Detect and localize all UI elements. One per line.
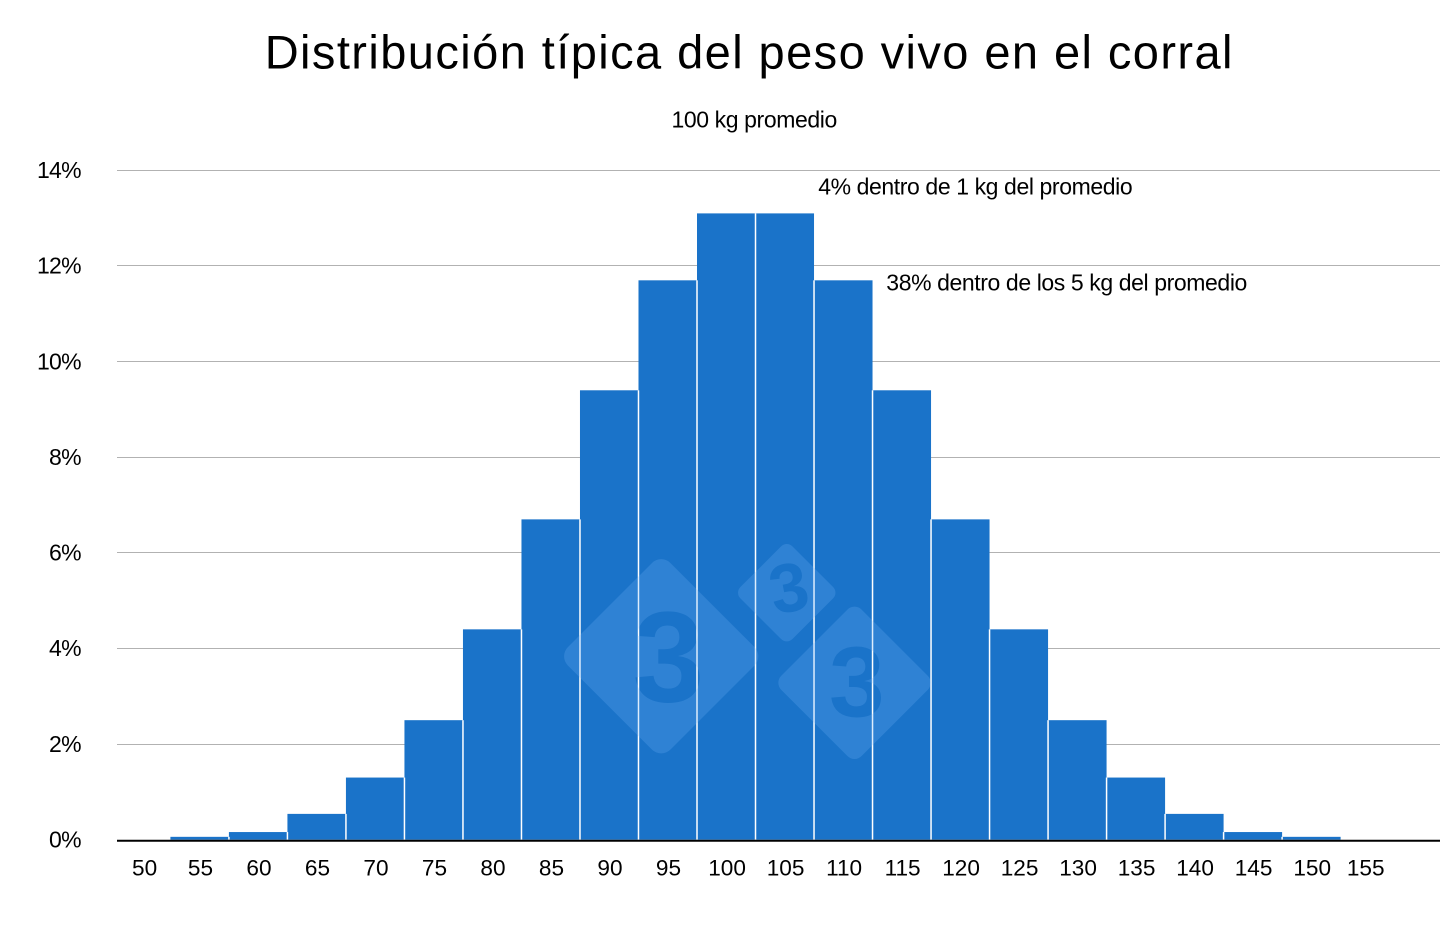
svg-text:55: 55 <box>188 856 213 881</box>
svg-text:110: 110 <box>826 856 862 881</box>
svg-text:50: 50 <box>132 856 157 881</box>
svg-text:10%: 10% <box>37 348 81 374</box>
svg-text:4% dentro de 1 kg del promedio: 4% dentro de 1 kg del promedio <box>818 174 1132 200</box>
svg-text:70: 70 <box>363 856 388 881</box>
svg-text:100: 100 <box>708 856 746 881</box>
svg-text:155: 155 <box>1347 856 1385 881</box>
svg-text:85: 85 <box>539 856 564 881</box>
svg-text:150: 150 <box>1293 856 1331 881</box>
svg-text:145: 145 <box>1235 856 1273 881</box>
svg-text:115: 115 <box>885 856 921 881</box>
svg-text:80: 80 <box>480 856 505 881</box>
svg-text:38% dentro de los 5 kg del pro: 38% dentro de los 5 kg del promedio <box>886 269 1247 295</box>
svg-text:4%: 4% <box>49 635 81 661</box>
svg-text:95: 95 <box>656 856 681 881</box>
svg-text:120: 120 <box>942 856 980 881</box>
svg-text:60: 60 <box>246 856 271 881</box>
svg-text:140: 140 <box>1176 856 1214 881</box>
svg-text:125: 125 <box>1001 856 1039 881</box>
svg-text:12%: 12% <box>37 253 81 279</box>
svg-text:130: 130 <box>1059 856 1097 881</box>
svg-text:Distribución típica del peso v: Distribución típica del peso vivo en el … <box>265 26 1234 79</box>
svg-text:75: 75 <box>422 856 447 881</box>
svg-text:105: 105 <box>767 856 805 881</box>
svg-text:65: 65 <box>305 856 330 881</box>
svg-text:2%: 2% <box>49 731 81 757</box>
svg-text:135: 135 <box>1118 856 1156 881</box>
svg-text:0%: 0% <box>49 826 81 852</box>
svg-text:90: 90 <box>597 856 622 881</box>
svg-text:100 kg promedio: 100 kg promedio <box>672 107 837 133</box>
svg-text:8%: 8% <box>49 444 81 470</box>
svg-text:14%: 14% <box>37 157 81 183</box>
svg-text:6%: 6% <box>49 540 81 566</box>
